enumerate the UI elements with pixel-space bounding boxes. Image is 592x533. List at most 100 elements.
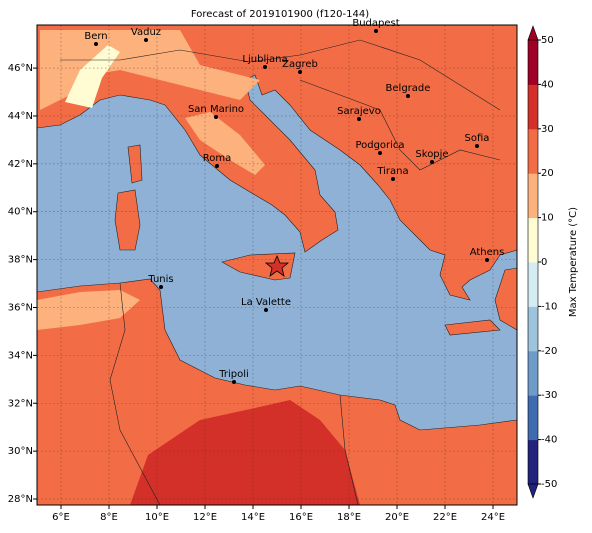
colorbar-tick-label: -40 bbox=[541, 435, 557, 446]
forecast-star bbox=[264, 254, 290, 277]
x-tick-label: 16°E bbox=[289, 512, 313, 523]
land-crete bbox=[444, 319, 501, 336]
city-label: Bern bbox=[84, 31, 107, 42]
city-dot bbox=[94, 42, 98, 46]
x-tick-label: 22°E bbox=[433, 512, 457, 523]
axes: 6°E 8°E 10°E 12°E 14°E 16°E 18°E 20°E 22°E 24°E 28… bbox=[8, 63, 505, 523]
colorbar-band bbox=[528, 262, 538, 307]
city-label: Ljubljana bbox=[242, 54, 287, 65]
colorbar-band bbox=[528, 439, 538, 485]
y-tick-label: 46°N bbox=[8, 63, 33, 74]
y-tick-label: 32°N bbox=[8, 398, 33, 409]
map-frame bbox=[36, 24, 518, 506]
colorbar-tick-label: 0 bbox=[541, 257, 547, 268]
city-dot bbox=[357, 117, 361, 121]
light-zone-africa bbox=[37, 290, 140, 330]
city-dot bbox=[214, 115, 218, 119]
land-corsica bbox=[127, 144, 143, 184]
country-border bbox=[109, 282, 161, 505]
colorbar-band bbox=[528, 128, 538, 174]
colorbar-tick-label: -30 bbox=[541, 390, 557, 401]
colorbar-extend-top bbox=[527, 25, 539, 41]
y-tick-label: 38°N bbox=[8, 255, 33, 266]
city-dot bbox=[391, 177, 395, 181]
colorbar-band bbox=[528, 40, 538, 85]
city-label: Podgorica bbox=[355, 140, 404, 151]
colorbar-label: Max Temperature (°C) bbox=[568, 207, 579, 317]
land-africa bbox=[37, 278, 517, 505]
y-tick-label: 36°N bbox=[8, 302, 33, 313]
light-zone-italy bbox=[185, 112, 265, 175]
city-label: Athens bbox=[470, 247, 505, 258]
colorbar-tick-label: -20 bbox=[541, 346, 557, 357]
x-tick-label: 20°E bbox=[385, 512, 409, 523]
map-title: Forecast of 2019101900 (f120-144) bbox=[191, 9, 369, 20]
city-dot bbox=[215, 164, 219, 168]
city-dot bbox=[159, 285, 163, 289]
colorbar-tick-label: 10 bbox=[541, 213, 554, 224]
city-label: Budapest bbox=[352, 18, 399, 29]
x-tick-label: 18°E bbox=[337, 512, 361, 523]
city-label: La Valette bbox=[241, 297, 291, 308]
grid bbox=[37, 25, 517, 505]
city-dot bbox=[406, 94, 410, 98]
colorbar-tick-label: -10 bbox=[541, 301, 557, 312]
city-dot bbox=[298, 70, 302, 74]
colorbar-tick-label: 40 bbox=[541, 79, 554, 90]
city-label: Sofia bbox=[465, 133, 490, 144]
city-label: Vaduz bbox=[131, 27, 161, 38]
city-label: Sarajevo bbox=[337, 106, 381, 117]
country-border bbox=[60, 39, 501, 111]
city-label: Roma bbox=[203, 153, 232, 164]
city-label: Tirana bbox=[376, 166, 408, 177]
city-dot bbox=[263, 65, 267, 69]
city-label: Zagreb bbox=[282, 59, 318, 70]
y-tick-label: 42°N bbox=[8, 159, 33, 170]
city-dot bbox=[232, 380, 236, 384]
colorbar-band bbox=[528, 173, 538, 219]
cool-zone bbox=[65, 45, 120, 108]
y-tick-label: 34°N bbox=[8, 350, 33, 361]
city-dot bbox=[374, 29, 378, 33]
colorbar-band bbox=[528, 395, 538, 441]
country-border bbox=[299, 79, 501, 171]
city-label: San Marino bbox=[188, 104, 244, 115]
colorbar: -50 -40 -30 -20 -10 0 10 20 30 40 50 Max Temperatur… bbox=[527, 25, 579, 499]
x-tick-label: 6°E bbox=[52, 512, 70, 523]
y-tick-label: 40°N bbox=[8, 207, 33, 218]
y-tick-label: 44°N bbox=[8, 111, 33, 122]
y-tick-label: 28°N bbox=[8, 494, 33, 505]
colorbar-band bbox=[528, 217, 538, 263]
city-dot bbox=[475, 144, 479, 148]
country-border bbox=[339, 394, 359, 505]
colorbar-tick-label: 30 bbox=[541, 124, 554, 135]
colorbar-tick-label: -50 bbox=[541, 479, 557, 490]
city-dot bbox=[378, 151, 382, 155]
hot-zone bbox=[130, 400, 360, 505]
x-tick-label: 10°E bbox=[145, 512, 169, 523]
colorbar-band bbox=[528, 84, 538, 130]
city-dot bbox=[430, 160, 434, 164]
city-dot bbox=[485, 258, 489, 262]
city-dot bbox=[264, 308, 268, 312]
city-dot bbox=[144, 38, 148, 42]
colorbar-extend-bottom bbox=[527, 483, 539, 499]
x-tick-label: 12°E bbox=[193, 512, 217, 523]
y-tick-label: 30°N bbox=[8, 446, 33, 457]
city-label: Belgrade bbox=[386, 83, 431, 94]
colorbar-band bbox=[528, 350, 538, 396]
colorbar-tick-label: 20 bbox=[541, 168, 554, 179]
x-tick-label: 14°E bbox=[241, 512, 265, 523]
city-label: Tunis bbox=[147, 274, 173, 285]
colorbar-band bbox=[528, 306, 538, 352]
city-label: Skopje bbox=[415, 149, 448, 160]
x-tick-label: 8°E bbox=[100, 512, 118, 523]
map-area bbox=[37, 25, 517, 505]
land-sardinia bbox=[114, 189, 141, 251]
colorbar-tick-label: 50 bbox=[541, 35, 554, 46]
land-turkey bbox=[494, 267, 517, 331]
x-tick-label: 24°E bbox=[481, 512, 505, 523]
city-label: Tripoli bbox=[218, 369, 249, 380]
